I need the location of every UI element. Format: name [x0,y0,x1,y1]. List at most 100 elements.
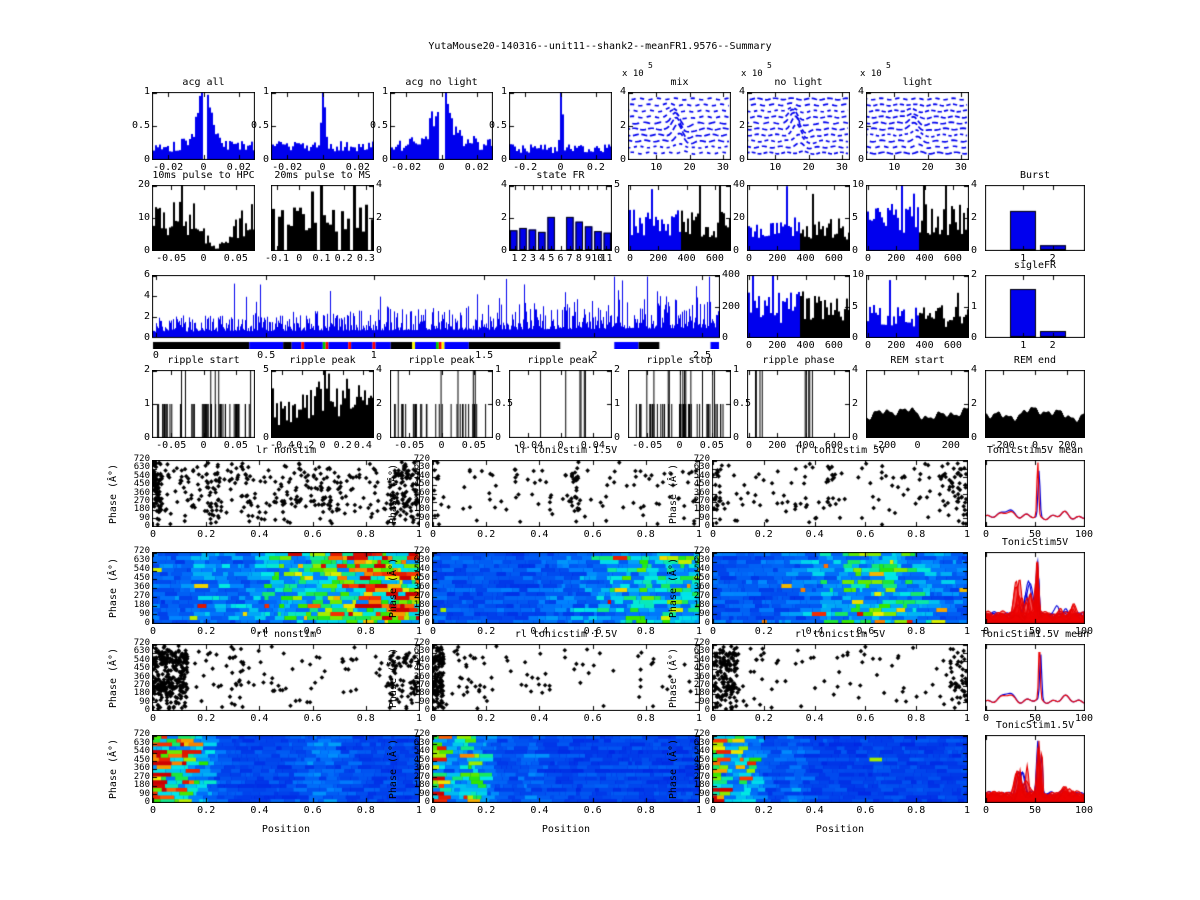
light-hist-light-xtick: 200 [887,253,906,264]
heat-lr-tonic5-xtick: 0.8 [907,626,926,637]
ripple-peak-mid-ytick-right: 0 [495,432,502,443]
ripple-peak-narrow-ytick-right: 0 [614,432,621,443]
ripple-hist-a [747,275,850,338]
state-fr-xtick: 5 [548,253,555,264]
raster-rl-tonic15-xtick: 0.6 [583,713,602,724]
heat-lr-nonstim-xtick: 0.8 [356,626,375,637]
ripple-peak-narrow-xtick: 0 [557,440,564,451]
raster-rl-tonic5-phase-tick: 540 [693,654,710,665]
acg-no-light-ytick: 0 [381,154,388,165]
heat-rl-tonic5-phase-tick: 360 [693,763,710,773]
phase-axis-label: Phase (Â°) [388,463,399,524]
heat-lr-tonic5-phase-tick: 450 [693,573,710,583]
heat-rl-tonic15-xtick: 1 [695,805,703,816]
acg-all-title: acg all [182,77,225,88]
heat-lr-nonstim-phase-tick: 360 [133,582,150,592]
state-fr-title: state FR [536,170,585,181]
waveforms-no-light [747,92,850,160]
acg-all-xtick: -0.02 [153,162,184,173]
light-hist-mix [628,185,731,251]
raster-lr-nonstim-xtick: 0.4 [250,529,269,540]
raster-lr-tonic5-xtick: 0.6 [856,529,875,540]
heat-rl-tonic5-phase-tick: 90 [699,788,710,799]
ripple-peak-wide-ytick-right: 2 [376,398,383,409]
rate-timeline-xtick: 1.5 [475,350,494,361]
raster-rl-tonic15 [432,644,700,711]
raster-rl-tonic5-phase-tick: 630 [693,646,710,657]
heat-lr-nonstim-phase-tick: 720 [133,546,150,556]
raster-rl-tonic15-xtick: 0.8 [636,713,655,724]
rate-timeline-ytick: 4 [143,290,150,301]
ripple-peak-narrow-xtick: 0.04 [580,440,605,451]
ripple-stop-ytick-right: 0.5 [733,398,752,409]
acg-no-light-zoom-xtick: 0.2 [586,162,605,173]
ripple-peak-mid-ytick-right: 0.5 [495,398,514,409]
state-fr-xtick: 7 [566,253,573,264]
raster-lr-nonstim-phase-tick: 720 [133,454,150,464]
ripple-stop-xtick: 0 [676,440,683,451]
raster-lr-tonic5-phase-tick: 720 [693,454,710,464]
pulse-hpc-xtick: 0.05 [223,253,248,264]
rem-start [866,370,969,438]
waveforms-no-light-ytick: 0 [738,154,745,165]
raster-rl-nonstim-title: rl nonstim [255,629,317,640]
pulse-ms-ytick-right: 2 [376,212,383,223]
heat-lr-tonic15-phase-tick: 360 [413,582,430,592]
heat-rl-tonic5-phase-tick: 540 [693,746,710,756]
raster-rl-nonstim-xtick: 0.8 [356,713,375,724]
heat-lr-nonstim-phase-tick: 270 [133,591,150,601]
waveforms-mix-ytick: 4 [619,86,626,97]
ripple-peak-wide-title: ripple peak [289,355,356,366]
raster-rl-nonstim-phase-tick: 270 [133,679,150,690]
tonicstim5v-all-title: TonicStim5V [1001,537,1069,548]
raster-rl-tonic5-phase-tick: 180 [693,688,710,699]
tonicstim15v-all-xtick: 100 [1074,805,1094,816]
ripple-hist-b-xtick: 600 [943,340,962,351]
acg-no-light-xtick: 0.02 [464,162,489,173]
ripple-hist-a-xtick: 0 [745,340,753,351]
raster-rl-tonic5 [712,644,968,711]
raster-rl-tonic5-xtick: 0.4 [805,713,824,724]
rate-timeline-xtick: 2.5 [692,350,712,361]
heat-lr-nonstim-xtick: 0 [149,626,157,637]
acg-all-zoom-ytick: 0.5 [250,120,269,131]
raster-rl-tonic5-xtick: 0.8 [907,713,926,724]
raster-lr-tonic15 [432,460,700,527]
heat-rl-tonic15-phase-tick: 270 [413,771,430,782]
ripple-peak-mid-xtick: 0.05 [461,440,486,451]
ripple-start-ytick: 2 [143,364,150,375]
burst [985,185,1085,251]
heat-lr-tonic15-xtick: 0.6 [583,626,602,637]
ripple-hist-b [866,275,969,338]
heat-rl-tonic15-phase-tick: 360 [413,763,430,773]
light-hist-no-light-xtick: 200 [768,253,787,264]
raster-rl-tonic5-phase-tick: 450 [693,663,710,674]
rem-start-ytick-right: 4 [971,364,978,375]
light-hist-no-light [747,185,850,251]
tonicstim15v-all-xtick: 0 [982,805,990,816]
heat-lr-tonic5-xtick: 0.4 [805,626,824,637]
raster-lr-tonic15-xtick: 0.6 [583,529,602,540]
rem-start-ytick-right: 0 [971,432,978,443]
ripple-peak-wide [271,370,374,438]
ripple-peak-wide-xtick: -0.2 [290,440,315,451]
pulse-ms-xtick: 0.3 [356,253,375,264]
heat-lr-tonic5-phase-tick: 270 [693,591,710,601]
phase-axis-label: Phase (Â°) [388,738,399,800]
raster-rl-nonstim-phase-tick: 360 [133,671,150,682]
pulse-ms-title: 20ms pulse to MS [274,170,371,181]
raster-lr-tonic15-phase-tick: 180 [413,504,430,515]
state-fr-xtick: 8 [575,253,582,264]
exp-label: x 10 [860,69,882,79]
heat-lr-tonic5-xtick: 0 [709,626,717,637]
heat-lr-nonstim-phase-tick: 180 [133,600,150,610]
ripple-start-ytick: 0 [143,432,150,443]
raster-rl-tonic15-xtick: 1 [695,713,703,724]
tonicstim5v-all-xtick: 0 [982,626,990,637]
ripple-phase-ytick-right: 0 [852,432,859,443]
position-axis-label: Position [261,824,311,835]
acg-all-xtick: 0 [200,162,207,173]
light-hist-mix-ytick-right: 20 [733,212,746,223]
raster-rl-tonic15-title: rl tonicstim 1.5V [514,629,618,640]
raster-rl-tonic5-phase-tick: 90 [699,696,710,707]
